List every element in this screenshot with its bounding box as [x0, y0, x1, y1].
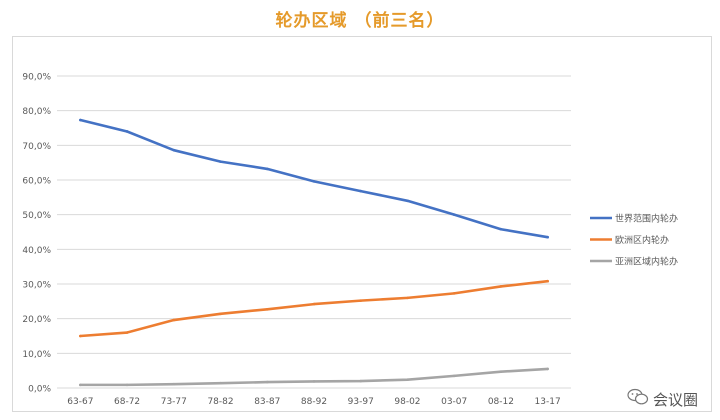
- series-2-point: [219, 312, 222, 316]
- y-tick-label: 90,0%: [22, 73, 51, 83]
- x-tick-label: 78-82: [207, 397, 233, 407]
- y-tick-label: 30,0%: [22, 281, 51, 291]
- x-tick-label: 08-12: [488, 397, 514, 407]
- series-3-point: [499, 370, 503, 374]
- legend-label-3: 亚洲区域内轮办: [615, 256, 678, 268]
- x-tick-label: 88-92: [301, 397, 327, 407]
- series-1-point: [312, 180, 316, 183]
- y-tick-label: 0,0%: [28, 385, 51, 395]
- legend-label-2: 欧洲区内轮办: [615, 234, 669, 246]
- series-1-point: [406, 199, 409, 203]
- x-tick-label: 93-97: [348, 397, 374, 407]
- series-3-point: [546, 367, 549, 371]
- x-tick-label: 73-77: [161, 397, 187, 407]
- series-2-point: [265, 308, 269, 311]
- series-3-point: [312, 380, 316, 383]
- series-1-point: [265, 167, 269, 171]
- series-line-1: [79, 118, 549, 239]
- chart-title: 轮办区域 （前三名）: [275, 11, 445, 31]
- series-2-point: [546, 279, 549, 283]
- series-3-point: [265, 380, 269, 384]
- series-2-point: [499, 285, 503, 288]
- watermark-text: 会议圈: [652, 390, 698, 409]
- x-tick-label: 03-07: [441, 397, 467, 407]
- y-tick-label: 70,0%: [22, 142, 51, 152]
- series-1-point: [125, 130, 129, 133]
- series-2-point: [312, 302, 316, 306]
- y-tick-label: 20,0%: [22, 315, 51, 325]
- x-tick-label: 68-72: [114, 397, 140, 407]
- series-1-point: [546, 235, 549, 239]
- series-2-point: [79, 334, 82, 338]
- x-tick-label: 63-67: [67, 397, 93, 407]
- series-3-point: [406, 378, 409, 381]
- series-2-point: [406, 296, 409, 300]
- series-3-point: [79, 383, 82, 387]
- series-1-point: [499, 227, 503, 231]
- wechat-icon: [627, 388, 649, 410]
- y-tick-label: 80,0%: [22, 107, 51, 117]
- watermark: 会议圈: [627, 388, 698, 410]
- series-3-point: [359, 379, 363, 383]
- series-1-point: [79, 118, 82, 122]
- x-tick-label: 83-87: [254, 397, 280, 407]
- series-2-point: [172, 318, 176, 322]
- chart-area: 0,0% 10,0% 20,0% 30,0% 40,0% 50,0% 60,0% 70,0% 8…: [12, 36, 712, 412]
- series-3-point: [452, 374, 456, 378]
- series-3-point: [219, 381, 222, 385]
- legend-label-1: 世界范围内轮办: [615, 213, 678, 225]
- series-line-2: [79, 279, 549, 338]
- y-tick-label: 40,0%: [22, 246, 51, 256]
- series-2-point: [125, 331, 129, 334]
- x-tick-label: 98-02: [394, 397, 420, 407]
- line-chart: 0,0% 10,0% 20,0% 30,0% 40,0% 50,0% 60,0% 70,0% 8…: [22, 73, 678, 408]
- y-tick-label: 60,0%: [22, 177, 51, 187]
- series-3-point: [125, 383, 129, 387]
- series-1-point: [452, 213, 456, 216]
- series-1-point: [359, 189, 363, 193]
- y-tick-label: 50,0%: [22, 211, 51, 221]
- series-3-point: [172, 382, 176, 386]
- series-2-point: [452, 292, 456, 295]
- series-2-point: [359, 299, 363, 302]
- series-1-point: [219, 160, 222, 163]
- y-tick-label: 10,0%: [22, 350, 51, 360]
- x-tick-label: 13-17: [535, 397, 561, 407]
- series-1-point: [172, 148, 176, 152]
